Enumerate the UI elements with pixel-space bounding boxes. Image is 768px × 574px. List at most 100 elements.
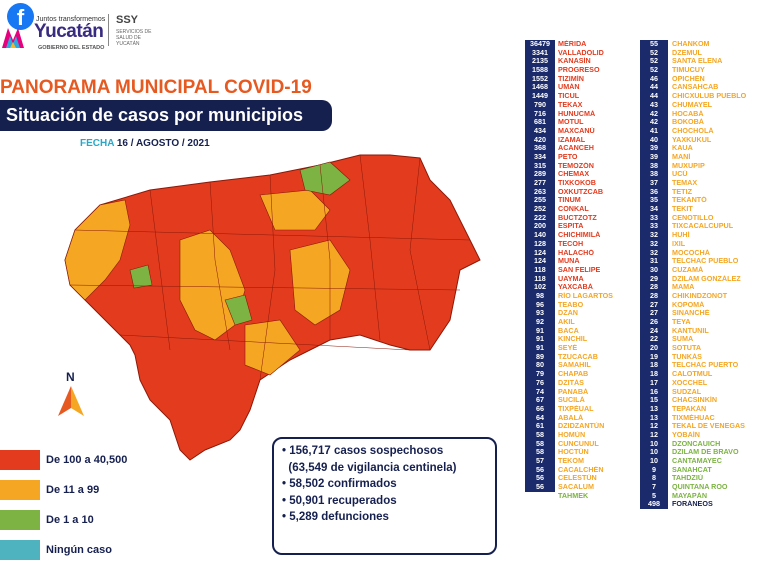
case-count: 315 [534, 161, 546, 170]
logo-name: Yucatán [34, 21, 104, 42]
municipality-name: KAUA [672, 144, 693, 153]
case-count: 102 [534, 283, 546, 292]
case-count: 46 [650, 74, 658, 83]
map-orange-east [289, 239, 351, 326]
case-count: 40 [650, 135, 658, 144]
cases-col2-numbers: 55 52 52 52 46 44 44 43 42 42 41 40 39 39 38 38 37 36 35 34… [640, 40, 668, 510]
municipality-name: TECOH [558, 239, 584, 248]
case-count: 334 [534, 152, 546, 161]
case-count: 124 [534, 257, 546, 266]
case-count: 1552 [532, 74, 548, 83]
case-count: 29 [650, 274, 658, 283]
case-count: 420 [534, 135, 546, 144]
stat-line: • 50,901 recuperados [282, 494, 397, 507]
municipality-name: TEKANTÓ [672, 196, 707, 205]
logo-subtitle: GOBIERNO DEL ESTADO [38, 45, 105, 51]
municipality-name: SUDZAL [672, 387, 702, 396]
map-base [64, 154, 481, 461]
case-count: 28 [650, 283, 658, 292]
case-count: 80 [536, 361, 544, 370]
case-count: 10 [650, 457, 658, 465]
page-title: PANORAMA MUNICIPAL COVID-19 [0, 77, 312, 98]
municipality-name: TIXKOKOB [558, 179, 596, 187]
municipality-name: UMÁN [558, 83, 580, 92]
case-count: 33 [650, 222, 658, 231]
case-count: 93 [536, 309, 544, 318]
case-count: 263 [534, 187, 546, 196]
map-orange-west [64, 199, 131, 301]
municipality-name: PANABÁ [558, 387, 589, 396]
case-count: 277 [534, 179, 546, 187]
case-count: 38 [650, 170, 658, 179]
municipality-name: TIXPÉUAL [558, 404, 594, 413]
case-count: 61 [536, 422, 544, 431]
municipality-name: FORÁNEOS [672, 500, 713, 509]
ssy-subtitle: SERVICIOS DE SALUD DE YUCATÁN [116, 29, 152, 47]
municipality-name: SOTUTA [672, 344, 702, 353]
case-count: 96 [536, 300, 544, 309]
municipality-name: MUNA [558, 257, 580, 266]
municipality-name: TIXMÉHUAC [672, 413, 715, 422]
case-count: 56 [536, 483, 544, 492]
municipality-name: CACALCHÉN [558, 465, 604, 474]
municipality-name: TEKAL DE VENEGAS [672, 422, 745, 431]
case-count: 41 [650, 126, 658, 135]
case-count: 34 [650, 205, 658, 214]
legend-item: De 1 a 10 [0, 510, 170, 534]
legend-label: Ningún caso [46, 544, 113, 556]
case-count: 55 [650, 40, 658, 48]
case-count: 43 [650, 100, 658, 109]
logo-mark-icon [2, 28, 24, 48]
case-count: 58 [536, 448, 544, 457]
legend-label: De 11 a 99 [46, 484, 100, 496]
map-green-1 [299, 161, 351, 196]
municipality-name: TEPAKÁN [672, 404, 707, 413]
north-arrow: N [56, 370, 86, 420]
case-count: 20 [650, 344, 658, 353]
case-count: 1588 [532, 66, 548, 75]
case-count: 118 [534, 265, 546, 274]
case-count: 252 [534, 205, 546, 214]
case-count: 52 [650, 48, 658, 57]
municipality-name: TEKAX [558, 100, 583, 109]
case-count: 36479 [530, 40, 550, 48]
municipality-name: TIZIMÍN [558, 74, 584, 83]
case-count: 79 [536, 370, 544, 379]
case-count: 18 [650, 361, 658, 370]
municipality-name: CHICXULUB PUEBLO [672, 92, 747, 101]
case-count: 255 [534, 196, 546, 205]
case-count: 58 [536, 439, 544, 448]
municipality-name: DZILAM GONZÁLEZ [672, 274, 741, 283]
case-count: 35 [650, 196, 658, 205]
case-count: 13 [650, 413, 658, 422]
case-count: 222 [534, 213, 546, 222]
municipality-name: CONKAL [558, 205, 589, 214]
case-count: 39 [650, 144, 658, 153]
municipality-name: DZAN [558, 309, 578, 318]
case-count: 1468 [532, 83, 548, 92]
case-count: 52 [650, 66, 658, 75]
municipality-name: SACALUM [558, 483, 594, 492]
case-count: 790 [534, 100, 546, 109]
municipality-name: MAYAPÁN [672, 491, 708, 500]
municipality-name: MOTUL [558, 118, 584, 127]
municipality-name: RÍO LAGARTOS [558, 291, 613, 300]
municipality-name: AKIL [558, 318, 575, 326]
legend-item: De 100 a 40,500 [0, 450, 170, 474]
case-count: 42 [650, 109, 658, 118]
yucatan-logo: Juntos transformemos Yucatán GOBIERNO DE… [0, 14, 120, 54]
municipality-name: MUXUPIP [672, 161, 705, 170]
municipality-name: CANTAMAYEC [672, 457, 722, 465]
municipality-name: CALOTMUL [672, 370, 713, 379]
legend-item: De 11 a 99 [0, 480, 170, 504]
page-subtitle: Situación de casos por municipios [0, 100, 332, 131]
municipality-name: PROGRESO [558, 66, 600, 75]
municipality-name: HOMÚN [558, 430, 586, 439]
municipality-name: ABALÁ [558, 413, 584, 422]
case-count: 124 [534, 248, 546, 257]
municipality-name: KANASÍN [558, 57, 591, 66]
legend-label: De 100 a 40,500 [46, 454, 128, 466]
facebook-icon[interactable]: f [7, 3, 34, 30]
municipality-name: UCÚ [672, 170, 688, 179]
